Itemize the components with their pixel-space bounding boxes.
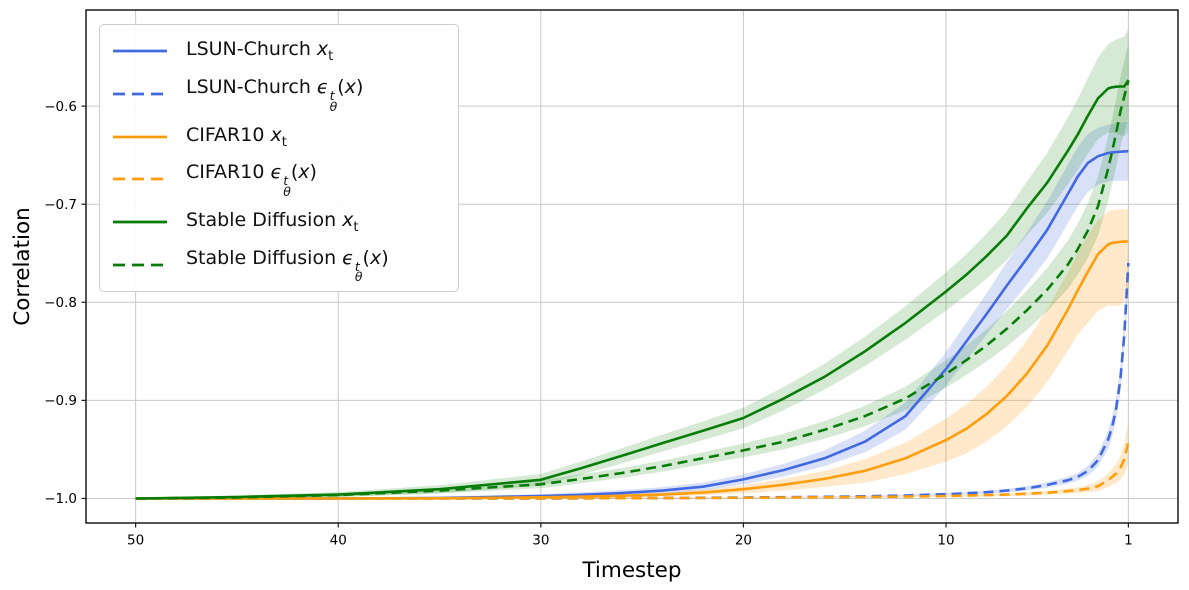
legend-label: CIFAR10 xt: [186, 123, 287, 150]
y-axis-label: Correlation: [10, 207, 35, 326]
legend-label: LSUN-Church xt: [186, 38, 334, 65]
tick-label-y: −0.6: [44, 99, 77, 115]
tick-label-x: 40: [330, 533, 347, 549]
legend-swatch-solid-line: [113, 49, 167, 53]
legend: LSUN-Church xt LSUN-Church ϵ t θ (x) CIFAR10 …: [99, 24, 459, 293]
tick-label-x: 30: [532, 533, 549, 549]
plot-border: [85, 9, 1179, 524]
tick-label-x: 10: [937, 533, 954, 549]
tick-label-y: −1.0: [44, 491, 77, 507]
tick-label-y: −0.9: [44, 393, 77, 409]
legend-entry-2: CIFAR10 xt: [113, 115, 448, 158]
series-line-4: [135, 79, 1130, 500]
legend-label: CIFAR10 ϵ t θ (x): [186, 161, 317, 199]
legend-label: LSUN-Church ϵ t θ (x): [186, 76, 364, 114]
series-line-2: [135, 240, 1129, 500]
tick-label-x: 20: [735, 533, 752, 549]
legend-entry-5: Stable Diffusion ϵ t θ (x): [113, 243, 448, 286]
tick-label-x: 50: [127, 533, 144, 549]
legend-entry-0: LSUN-Church xt: [113, 30, 448, 73]
tick-label-x: 1: [1124, 533, 1133, 549]
legend-entry-3: CIFAR10 ϵ t θ (x): [113, 158, 448, 201]
legend-entry-1: LSUN-Church ϵ t θ (x): [113, 73, 448, 116]
legend-swatch-dashed-line: [113, 92, 167, 96]
series-line-5: [135, 80, 1130, 500]
x-axis-label: Timestep: [581, 558, 681, 583]
legend-label: Stable Diffusion xt: [186, 209, 359, 235]
legend-entry-4: Stable Diffusion xt: [113, 201, 448, 244]
legend-swatch-solid-line: [113, 135, 167, 139]
series-line-0: [135, 149, 1129, 500]
legend-label: Stable Diffusion ϵ t θ (x): [186, 246, 389, 285]
tick-label-y: −0.7: [44, 197, 77, 213]
series-line-3: [135, 441, 1130, 500]
ticks: [81, 105, 1129, 528]
legend-swatch-solid-line: [113, 220, 167, 224]
tick-label-y: −0.8: [44, 295, 77, 311]
legend-swatch-dashed-line: [113, 178, 167, 181]
legend-swatch-dashed-line: [113, 263, 167, 267]
